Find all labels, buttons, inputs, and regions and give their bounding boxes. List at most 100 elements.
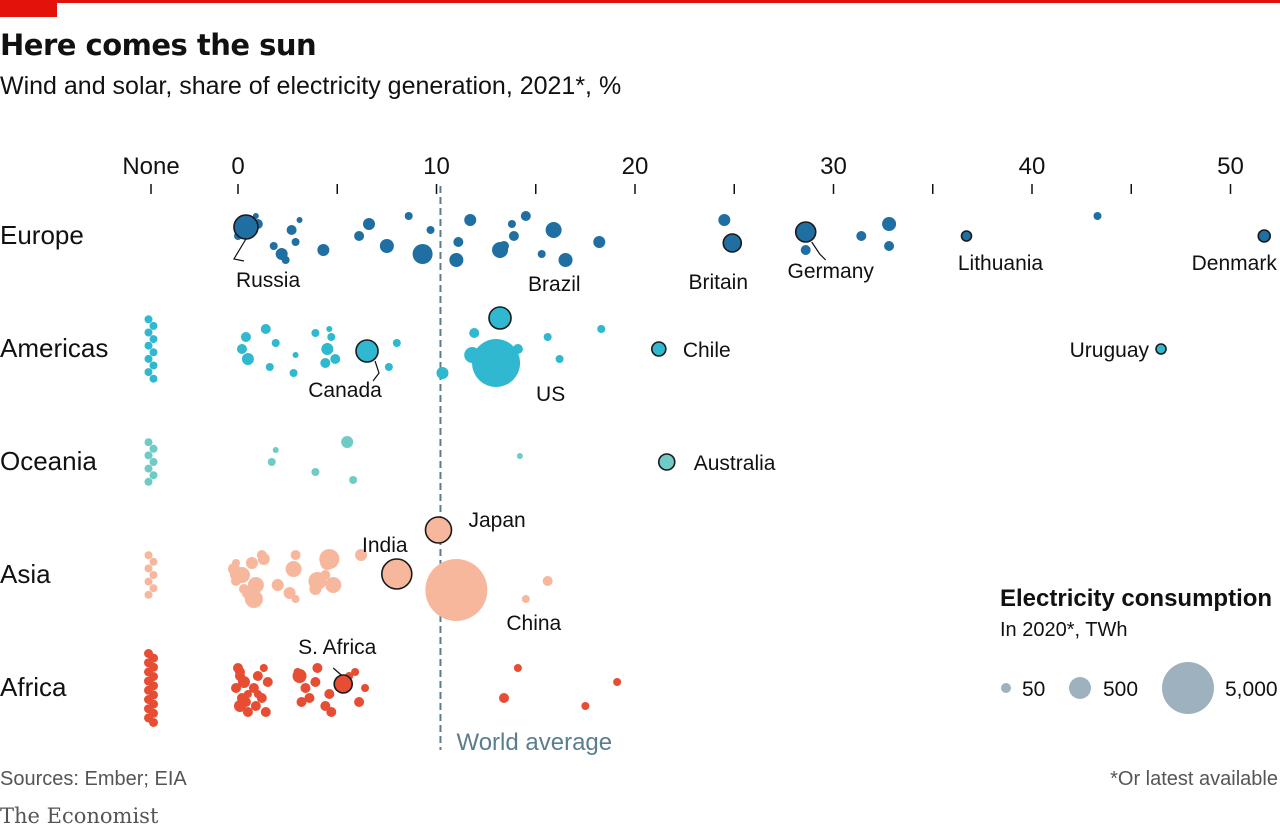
data-point — [291, 595, 300, 603]
data-point — [260, 324, 271, 334]
none-dot — [149, 335, 158, 344]
legend-label-50: 50 — [1022, 678, 1045, 701]
region-row-europe: Europe Russia Britain Germany Lithuania Denma… — [0, 211, 1277, 294]
data-point — [312, 663, 323, 673]
data-point — [240, 697, 251, 707]
point-india — [380, 558, 413, 590]
data-point — [240, 332, 251, 342]
data-point — [311, 468, 320, 476]
region-row-africa: Africa S. Africa — [0, 636, 622, 727]
legend-bubble-500 — [1069, 677, 1091, 699]
data-point — [281, 256, 290, 264]
data-point — [498, 693, 509, 703]
none-dot — [149, 361, 158, 370]
data-point — [296, 217, 303, 223]
label-s-africa: S. Africa — [298, 636, 377, 659]
data-point — [436, 367, 449, 379]
data-point — [292, 352, 299, 358]
none-dot — [144, 564, 153, 573]
data-point — [354, 697, 365, 707]
data-point — [800, 245, 811, 255]
brand-rule — [0, 0, 1280, 3]
data-point — [243, 690, 252, 698]
none-dot — [144, 438, 153, 447]
data-point — [718, 214, 731, 226]
label-china: China — [506, 612, 561, 635]
data-point — [289, 369, 298, 377]
data-point — [304, 693, 315, 703]
region-rows: Europe Russia Britain Germany Lithuania Denma… — [0, 211, 1277, 727]
region-row-americas: Americas Canada Brazil US Chile Uruguay — [0, 273, 1167, 406]
legend-subtitle: In 2020*, TWh — [1000, 619, 1127, 641]
none-dot — [144, 328, 153, 337]
chart-title: Here comes the sun — [0, 28, 317, 62]
data-point — [320, 556, 335, 570]
none-dot — [144, 451, 153, 460]
none-dot — [149, 584, 158, 593]
region-label-asia: Asia — [0, 559, 51, 589]
point-germany — [794, 221, 817, 243]
data-point — [286, 225, 297, 235]
data-point — [259, 664, 268, 672]
legend-bubble-5-000 — [1162, 662, 1214, 714]
data-point — [321, 343, 334, 355]
data-point — [253, 690, 262, 698]
none-dot — [149, 557, 158, 566]
label-britain: Britain — [688, 271, 748, 294]
x-tick-label: 30 — [820, 153, 847, 180]
data-point — [581, 702, 590, 710]
x-tick-label: 50 — [1217, 153, 1244, 180]
point-china — [425, 559, 488, 621]
region-row-oceania: Oceania Australia — [0, 436, 776, 486]
data-point — [351, 668, 360, 676]
chart-subtitle: Wind and solar, share of electricity gen… — [0, 72, 622, 100]
data-point — [882, 217, 897, 231]
none-dot — [144, 341, 153, 350]
point-canada — [355, 339, 379, 363]
data-point — [245, 557, 258, 569]
brand-wordmark: The Economist — [0, 804, 159, 828]
data-point — [267, 458, 276, 466]
x-tick-label: 0 — [231, 153, 244, 180]
region-label-oceania: Oceania — [0, 446, 97, 476]
data-point — [513, 664, 522, 672]
label-us: US — [536, 383, 565, 406]
data-point — [507, 220, 516, 228]
data-point — [558, 253, 573, 267]
data-point — [354, 231, 365, 241]
data-point — [593, 236, 606, 248]
connector-s-africa — [332, 667, 342, 676]
data-point — [542, 576, 553, 586]
data-point — [597, 325, 606, 333]
world-average-label: World average — [456, 729, 612, 756]
data-point — [856, 231, 867, 241]
none-dot — [144, 354, 153, 363]
data-point — [265, 363, 274, 371]
data-point — [384, 363, 393, 371]
data-point — [311, 329, 320, 337]
data-point — [296, 697, 307, 707]
x-tick-label: 10 — [423, 153, 450, 180]
none-dot — [149, 444, 158, 453]
point-uruguay — [1155, 343, 1167, 355]
data-point — [285, 561, 302, 577]
legend-label-500: 500 — [1103, 678, 1138, 701]
none-dot — [144, 590, 153, 599]
data-point — [231, 683, 242, 693]
data-point — [271, 339, 280, 347]
none-dot — [144, 477, 153, 486]
data-point — [521, 595, 530, 603]
point-britain — [722, 233, 743, 253]
data-point — [230, 569, 243, 581]
data-point — [292, 669, 307, 683]
none-dot — [144, 577, 153, 586]
x-tick-label: 40 — [1019, 153, 1046, 180]
point-chile — [651, 341, 667, 357]
point-s-africa — [333, 674, 354, 694]
reference-line-group: World average — [439, 186, 612, 756]
label-denmark: Denmark — [1192, 252, 1278, 275]
label-australia: Australia — [694, 452, 776, 475]
data-point — [260, 707, 271, 717]
data-point — [291, 238, 300, 246]
